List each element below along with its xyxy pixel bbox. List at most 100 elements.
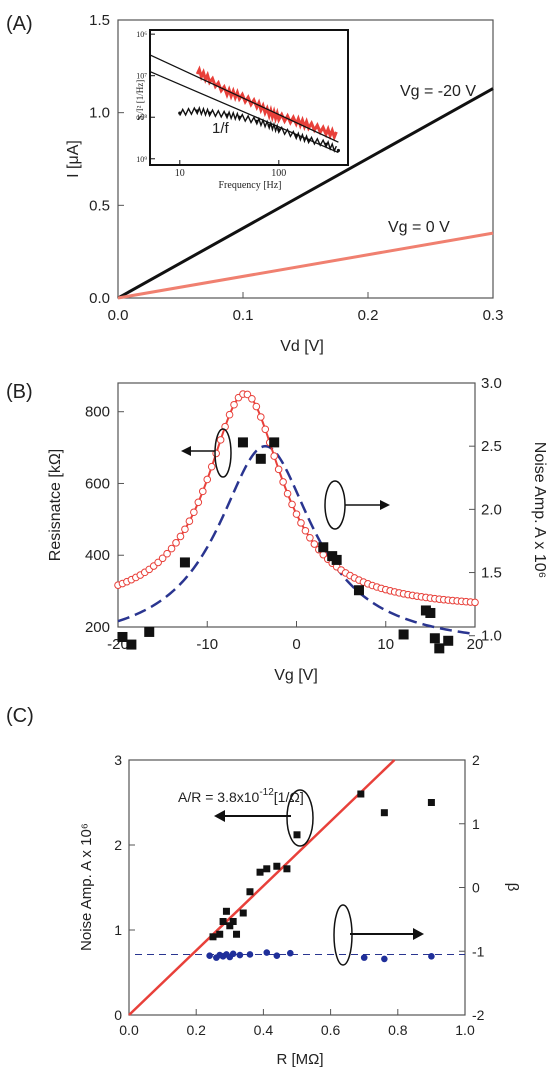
noise-point — [353, 585, 364, 596]
resistance-point — [181, 525, 189, 534]
resistance-point — [198, 487, 207, 496]
y2-tick-label: 1.5 — [481, 565, 502, 582]
panel-c-xlabel: R [MΩ] — [276, 1051, 323, 1068]
y-tick-label: 600 — [85, 475, 110, 492]
panel-b-frame — [117, 382, 476, 628]
y2-tick-label: 3.0 — [481, 375, 502, 392]
resistance-point — [252, 402, 261, 411]
x-tick-label: 0.8 — [388, 1022, 408, 1038]
inset-black-point — [195, 109, 199, 113]
inset-black-point — [255, 119, 259, 123]
noise-amp-point — [226, 922, 234, 930]
inset-y-tick-label: 10⁶ — [136, 30, 147, 39]
resistance-line — [117, 392, 476, 604]
panel-c-ylabel: Noise Amp. A x 10⁶ — [78, 823, 95, 951]
y-tick-label: 0.0 — [89, 290, 110, 307]
series-label-vg-0: Vg = 0 V — [388, 219, 450, 236]
beta-point — [360, 954, 368, 961]
panel-a-frame — [117, 19, 494, 299]
resistance-point — [230, 400, 238, 409]
noise-point — [434, 643, 445, 654]
noise-amp-point — [380, 809, 388, 817]
inset-xlabel: Frequency [Hz] — [218, 180, 281, 191]
noise-arrow-head — [380, 500, 390, 510]
resistance-point — [176, 532, 185, 541]
resistance-point — [225, 410, 234, 419]
y-tick-label: 2 — [114, 837, 122, 853]
panel-b-series — [114, 390, 479, 654]
noise-point — [144, 626, 155, 637]
beta-ellipse — [333, 904, 353, 966]
y-tick-label: 3 — [114, 752, 122, 768]
resistance-ellipse — [214, 428, 232, 478]
beta-point — [263, 949, 271, 956]
noise-amp-point — [427, 799, 435, 806]
y-tick-label: 200 — [85, 619, 110, 636]
inset-ylabel: Sᵢ/I² [1/Hz] — [135, 80, 145, 120]
noise-amp-point — [209, 933, 217, 941]
resistance-point — [185, 517, 194, 526]
inset-black-point — [267, 123, 271, 128]
noise-point — [398, 629, 409, 640]
noise-point — [269, 437, 280, 448]
noise-amp-point — [263, 865, 271, 873]
inset-y-tick-label: 10⁹ — [136, 155, 147, 164]
inset-x-tick-label: 10 — [175, 168, 185, 179]
resistance-point — [306, 533, 314, 542]
inset-black-point — [208, 111, 212, 115]
resistance-point — [207, 462, 216, 471]
inset-black-point — [277, 128, 281, 132]
resistance-point — [172, 539, 180, 547]
x-tick-label: 10 — [377, 636, 394, 653]
panel-c-annotation: A/R = 3.8x10-12[1/Ω] — [178, 787, 304, 805]
noise-amp-point — [283, 865, 291, 873]
resistance-point — [310, 540, 319, 548]
resistance-point — [216, 436, 225, 444]
noise-point — [443, 635, 454, 646]
x-tick-label: 20 — [467, 636, 484, 653]
y2-tick-label: 2.5 — [481, 438, 502, 455]
inset-fit-line-1 — [149, 70, 339, 154]
noise-point — [429, 633, 440, 644]
inset-annotation: 1/f — [212, 120, 230, 137]
panel-b-xlabel: Vg [V] — [274, 667, 318, 684]
annotation-suffix: [1/Ω] — [274, 789, 304, 805]
resistance-point — [279, 478, 287, 486]
x-tick-label: 0.4 — [254, 1022, 274, 1038]
panel-c-y2label: β — [504, 883, 521, 892]
resistance-point — [471, 598, 479, 607]
resistance-point — [190, 508, 198, 517]
noise-amp-point — [256, 868, 264, 876]
beta-point — [206, 952, 213, 960]
y2-tick-label: 1 — [472, 816, 480, 832]
panel-a-series — [117, 87, 494, 300]
resistance-point — [203, 475, 212, 484]
noise-point — [425, 607, 436, 618]
inset-ticks: 10 100 10⁶ 10⁷ 10⁸ 10⁹ — [136, 30, 286, 179]
noise-amp-point — [246, 888, 254, 896]
panel-b-y2label: Noise Amp. A x 10⁶ — [531, 442, 548, 578]
noise-point — [117, 631, 128, 642]
beta-arrow-head — [413, 928, 424, 940]
y2-tick-label: 2 — [472, 752, 480, 768]
panel-a-xlabel: Vd [V] — [280, 338, 324, 355]
panel-c-series — [128, 759, 465, 1016]
inset-y-tick-label: 10⁷ — [136, 72, 147, 81]
x-tick-label: 0 — [292, 636, 300, 653]
resistance-point — [257, 413, 265, 421]
noise-amp-point — [222, 907, 230, 915]
y-tick-label: 1 — [114, 922, 122, 938]
panel-c-label: (C) — [6, 705, 34, 727]
inset-x-tick-label: 100 — [271, 168, 286, 179]
inset-black-point — [336, 148, 341, 153]
x-tick-label: 0.0 — [119, 1022, 139, 1038]
series-line-0 — [117, 87, 494, 300]
resistance-point — [292, 510, 301, 518]
y-tick-label: 1.0 — [89, 105, 110, 122]
noise-amp-point — [219, 918, 227, 925]
y2-tick-label: -1 — [472, 943, 485, 959]
panel-c-ticks: 0.0 0.2 0.4 0.6 0.8 1.0 0 1 2 3 -2 -1 0 1 2 — [114, 752, 484, 1038]
beta-point — [286, 949, 294, 957]
panel-b-ylabel: Resisnatce [kΩ] — [47, 449, 64, 561]
